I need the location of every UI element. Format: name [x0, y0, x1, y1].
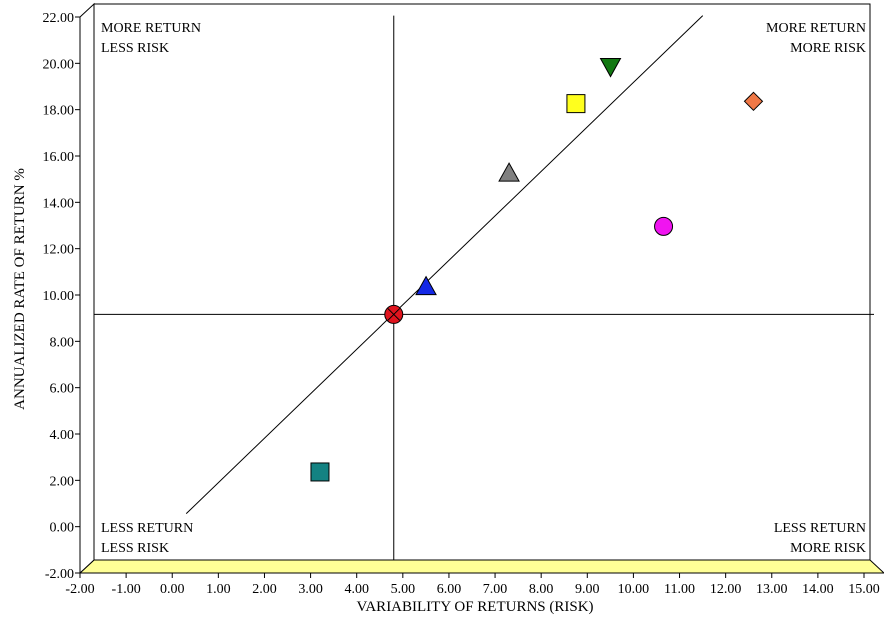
x-tick-label: -1.00: [112, 582, 141, 597]
data-points: [310, 58, 764, 482]
plot-area: [93, 3, 871, 561]
y-tick-label: 22.00: [43, 11, 75, 26]
quadrant-bottom-right-line2: MORE RISK: [790, 541, 866, 556]
y-axis-label: ANNUALIZED RATE OF RETURN %: [12, 168, 28, 410]
data-point-triangle-up: [415, 275, 437, 296]
quadrant-top-left-line1: MORE RETURN: [101, 21, 201, 36]
data-point-circle: [654, 216, 674, 236]
data-point-cross: [387, 308, 401, 321]
quadrant-bottom-left-line2: LESS RISK: [101, 541, 169, 556]
x-tick-label: 2.00: [252, 582, 277, 597]
y-tick-label: 14.00: [43, 196, 75, 211]
x-tick-label: 3.00: [298, 582, 323, 597]
y-tick-label: 6.00: [50, 382, 75, 397]
x-tick-label: 10.00: [618, 582, 650, 597]
x-tick-label: 5.00: [391, 582, 416, 597]
x-tick-label: 1.00: [206, 582, 231, 597]
x-tick-label: 11.00: [664, 582, 695, 597]
x-axis-ticks: -2.00 -1.00 0.00 1.00 2.00 3.00 4.00 5.00 6.00 7.…: [65, 573, 880, 597]
quadrant-top-left-line2: LESS RISK: [101, 41, 169, 56]
x-tick-label: 6.00: [437, 582, 462, 597]
reference-lines: [94, 15, 874, 560]
y-tick-label: 12.00: [43, 243, 75, 258]
quadrant-top-right-line1: MORE RETURN: [766, 21, 866, 36]
x-tick-label: 4.00: [344, 582, 369, 597]
y-tick-label: 8.00: [50, 335, 75, 350]
data-point-circle-cross: [384, 304, 404, 324]
reference-diagonal-line: [185, 15, 704, 515]
x-tick-label: 9.00: [575, 582, 600, 597]
quadrant-top-right-line2: MORE RISK: [790, 41, 866, 56]
data-point-triangle-down: [599, 58, 622, 78]
y-tick-label: 10.00: [43, 289, 75, 304]
y-tick-label: -2.00: [45, 567, 74, 582]
data-point-triangle-up: [498, 162, 520, 182]
x-tick-label: 12.00: [710, 582, 742, 597]
x-tick-label: 7.00: [483, 582, 508, 597]
y-tick-label: 16.00: [43, 150, 75, 165]
chart-left-wall: [79, 2, 95, 575]
data-point-diamond: [743, 91, 764, 112]
quadrant-bottom-right-line1: LESS RETURN: [774, 521, 866, 536]
y-tick-label: 20.00: [43, 57, 75, 72]
y-tick-label: 18.00: [43, 104, 75, 119]
data-point-square: [566, 94, 586, 114]
x-tick-label: 8.00: [529, 582, 554, 597]
chart-floor: [78, 559, 884, 574]
y-axis-ticks: -2.00 0.00 2.00 4.00 6.00 8.00 10.00 12.00 14.00…: [43, 11, 80, 582]
data-point-square: [310, 462, 330, 482]
y-tick-label: 4.00: [50, 428, 75, 443]
y-tick-label: 0.00: [50, 521, 75, 536]
y-tick-label: 2.00: [50, 474, 75, 489]
x-tick-label: 13.00: [756, 582, 788, 597]
quadrant-bottom-left-line1: LESS RETURN: [101, 521, 193, 536]
x-tick-label: 15.00: [848, 582, 880, 597]
x-tick-label: 14.00: [802, 582, 834, 597]
x-axis-label: VARIABILITY OF RETURNS (RISK): [356, 599, 593, 615]
x-tick-label: 0.00: [160, 582, 185, 597]
x-tick-label: -2.00: [65, 582, 94, 597]
